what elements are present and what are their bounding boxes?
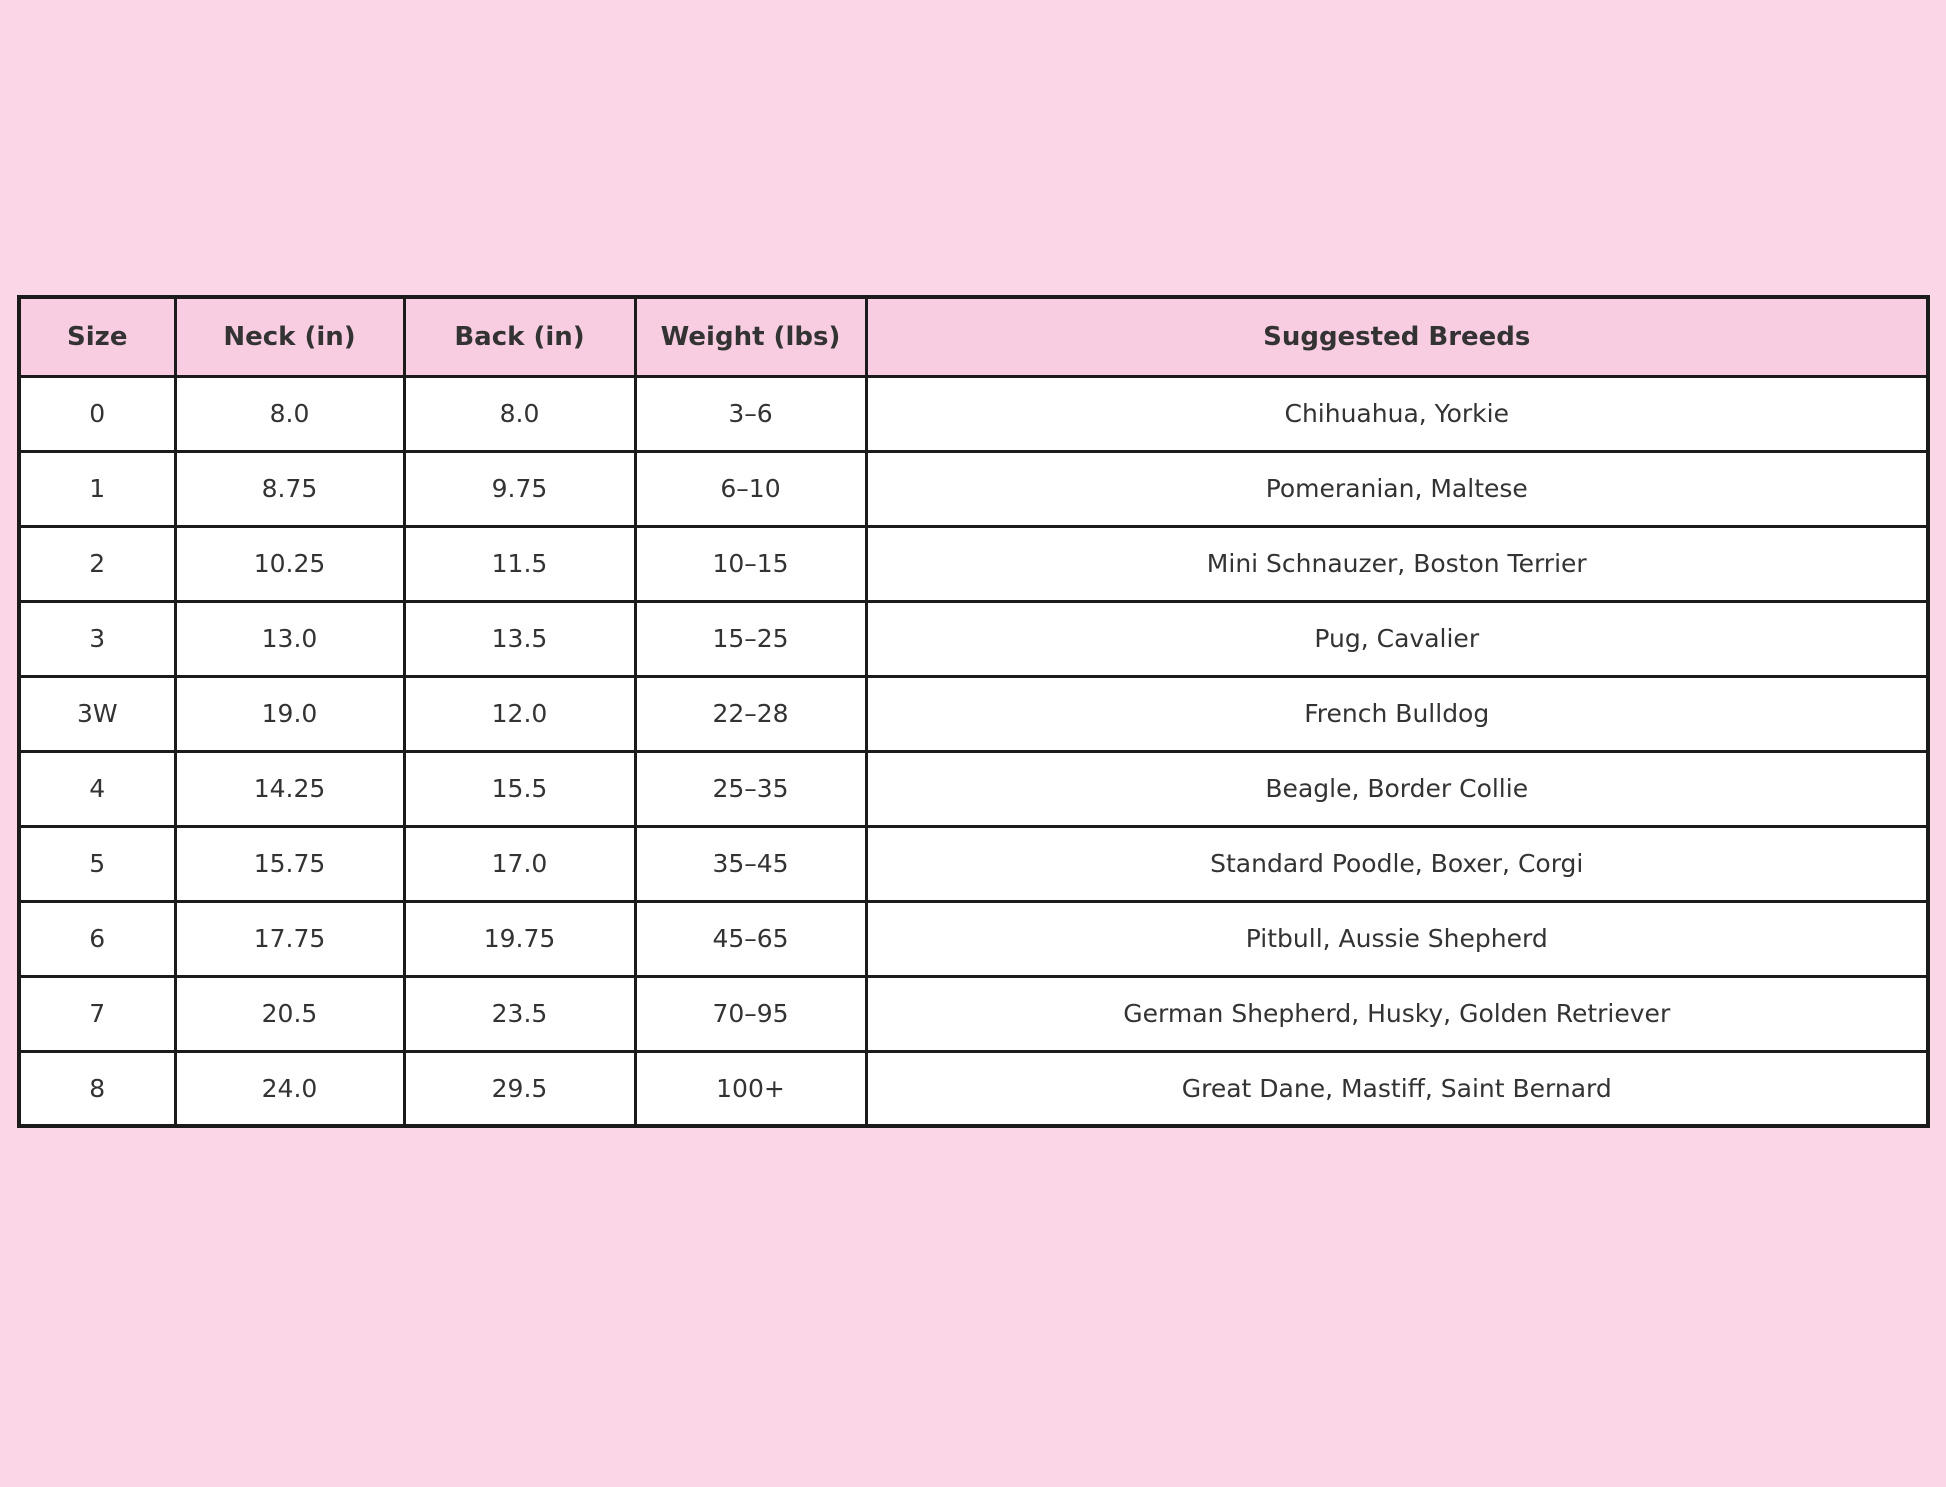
cell-breeds: French Bulldog [864, 674, 1930, 753]
cell-neck: 14.25 [173, 749, 406, 828]
cell-weight: 10–15 [633, 524, 868, 603]
cell-neck: 20.5 [173, 974, 406, 1053]
cell-back: 15.5 [402, 749, 637, 828]
table-row: 4 14.25 15.5 25–35 Beagle, Border Collie [17, 749, 1930, 828]
cell-size: 6 [17, 899, 177, 978]
cell-back: 29.5 [402, 1049, 637, 1128]
cell-weight: 25–35 [633, 749, 868, 828]
cell-back: 9.75 [402, 449, 637, 528]
cell-neck: 8.0 [173, 374, 406, 453]
cell-neck: 13.0 [173, 599, 406, 678]
size-chart-container: Size Neck (in) Back (in) Weight (lbs) Sugges… [17, 295, 1930, 1128]
cell-breeds: Pitbull, Aussie Shepherd [864, 899, 1930, 978]
cell-breeds: German Shepherd, Husky, Golden Retriever [864, 974, 1930, 1053]
cell-neck: 24.0 [173, 1049, 406, 1128]
table-row: 3 13.0 13.5 15–25 Pug, Cavalier [17, 599, 1930, 678]
table-row: 1 8.75 9.75 6–10 Pomeranian, Maltese [17, 449, 1930, 528]
cell-size: 8 [17, 1049, 177, 1128]
column-header-neck: Neck (in) [173, 295, 406, 378]
cell-size: 7 [17, 974, 177, 1053]
cell-size: 5 [17, 824, 177, 903]
table-row: 6 17.75 19.75 45–65 Pitbull, Aussie Shepherd [17, 899, 1930, 978]
cell-weight: 45–65 [633, 899, 868, 978]
table-row: 2 10.25 11.5 10–15 Mini Schnauzer, Boston Te… [17, 524, 1930, 603]
table-row: 3W 19.0 12.0 22–28 French Bulldog [17, 674, 1930, 753]
table-row: 0 8.0 8.0 3–6 Chihuahua, Yorkie [17, 374, 1930, 453]
cell-back: 8.0 [402, 374, 637, 453]
table-body: 0 8.0 8.0 3–6 Chihuahua, Yorkie 1 8.75 9.75 6–10… [17, 374, 1930, 1128]
cell-breeds: Beagle, Border Collie [864, 749, 1930, 828]
cell-weight: 15–25 [633, 599, 868, 678]
cell-neck: 19.0 [173, 674, 406, 753]
cell-neck: 17.75 [173, 899, 406, 978]
cell-breeds: Mini Schnauzer, Boston Terrier [864, 524, 1930, 603]
cell-weight: 35–45 [633, 824, 868, 903]
cell-size: 4 [17, 749, 177, 828]
cell-weight: 6–10 [633, 449, 868, 528]
cell-neck: 10.25 [173, 524, 406, 603]
cell-breeds: Great Dane, Mastiff, Saint Bernard [864, 1049, 1930, 1128]
cell-weight: 22–28 [633, 674, 868, 753]
cell-neck: 8.75 [173, 449, 406, 528]
cell-back: 17.0 [402, 824, 637, 903]
cell-back: 23.5 [402, 974, 637, 1053]
cell-neck: 15.75 [173, 824, 406, 903]
column-header-weight: Weight (lbs) [633, 295, 868, 378]
cell-back: 13.5 [402, 599, 637, 678]
column-header-breeds: Suggested Breeds [864, 295, 1930, 378]
cell-back: 11.5 [402, 524, 637, 603]
dog-size-chart-table: Size Neck (in) Back (in) Weight (lbs) Sugges… [17, 295, 1930, 1128]
cell-size: 0 [17, 374, 177, 453]
cell-back: 19.75 [402, 899, 637, 978]
cell-breeds: Standard Poodle, Boxer, Corgi [864, 824, 1930, 903]
cell-weight: 3–6 [633, 374, 868, 453]
cell-size: 2 [17, 524, 177, 603]
cell-size: 3W [17, 674, 177, 753]
cell-breeds: Pug, Cavalier [864, 599, 1930, 678]
cell-weight: 100+ [633, 1049, 868, 1128]
cell-breeds: Chihuahua, Yorkie [864, 374, 1930, 453]
cell-back: 12.0 [402, 674, 637, 753]
table-row: 5 15.75 17.0 35–45 Standard Poodle, Boxer, C… [17, 824, 1930, 903]
cell-size: 1 [17, 449, 177, 528]
column-header-back: Back (in) [402, 295, 637, 378]
header-row: Size Neck (in) Back (in) Weight (lbs) Sugges… [17, 295, 1930, 378]
table-row: 8 24.0 29.5 100+ Great Dane, Mastiff, Saint … [17, 1049, 1930, 1128]
table-row: 7 20.5 23.5 70–95 German Shepherd, Husky, Go… [17, 974, 1930, 1053]
column-header-size: Size [17, 295, 177, 378]
cell-weight: 70–95 [633, 974, 868, 1053]
cell-size: 3 [17, 599, 177, 678]
cell-breeds: Pomeranian, Maltese [864, 449, 1930, 528]
